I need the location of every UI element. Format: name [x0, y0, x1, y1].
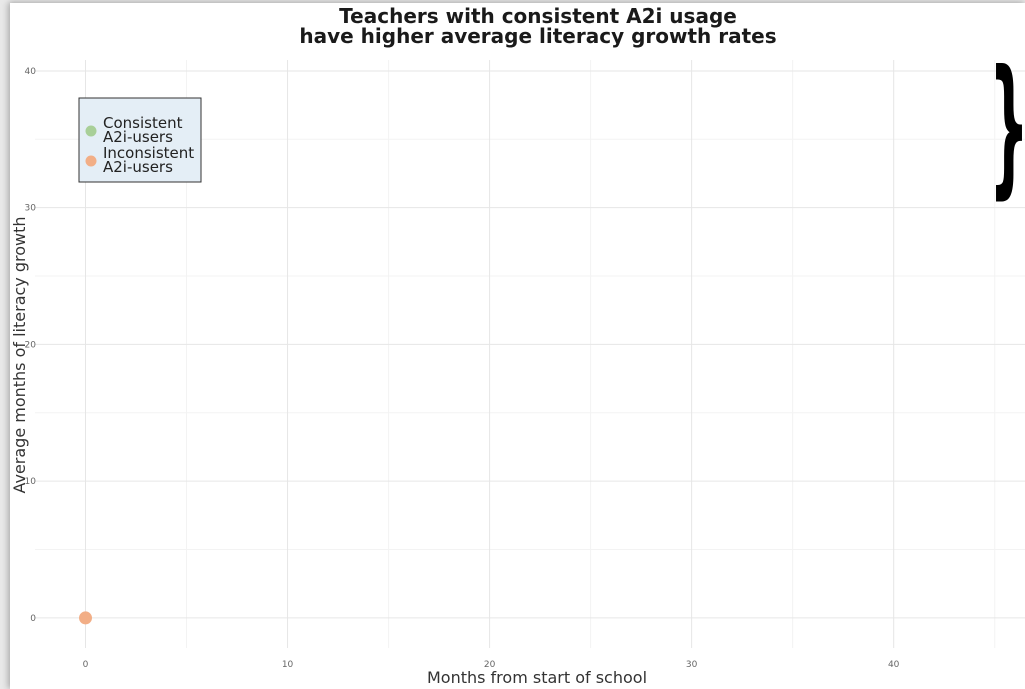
chart-title-line-2: have higher average literacy growth rate… — [299, 24, 776, 48]
data-point-inconsistent — [79, 611, 93, 625]
x-tick-label: 0 — [83, 660, 89, 670]
legend-label-inconsistent-line-2: A2i-users — [103, 158, 173, 176]
legend: Consistent A2i-users Inconsistent A2i-us… — [78, 97, 202, 183]
y-tick-label: 30 — [25, 204, 37, 214]
bracket-annotation: } — [989, 39, 1025, 213]
legend-label-inconsistent-line-1: Inconsistent — [103, 144, 194, 162]
y-tick-label: 20 — [25, 340, 37, 350]
chart-card: 0 10 20 30 40 0 10 20 30 40 Teachers with consist… — [10, 3, 1025, 689]
x-axis-title: Months from start of school — [427, 668, 647, 687]
y-tick-label: 40 — [25, 67, 37, 77]
chart-title-line-1: Teachers with consistent A2i usage — [339, 4, 737, 28]
x-tick-label: 30 — [686, 660, 698, 670]
legend-marker-inconsistent — [85, 155, 97, 167]
x-tick-label: 10 — [282, 660, 294, 670]
scatter-chart: 0 10 20 30 40 0 10 20 30 40 Teachers with consist… — [10, 4, 1025, 687]
legend-label-consistent-line-2: A2i-users — [103, 128, 173, 146]
x-tick-label: 20 — [484, 660, 496, 670]
y-axis-title: Average months of literacy growth — [10, 216, 29, 493]
data-points — [79, 611, 93, 625]
legend-marker-consistent — [85, 125, 97, 137]
legend-box — [78, 97, 202, 183]
legend-label-consistent-line-1: Consistent — [103, 114, 183, 132]
y-tick-label: 0 — [30, 614, 36, 624]
tick-labels: 0 10 20 30 40 0 10 20 30 40 — [25, 67, 900, 670]
y-tick-label: 10 — [25, 477, 37, 487]
x-tick-label: 40 — [888, 660, 900, 670]
grid — [35, 60, 1025, 648]
